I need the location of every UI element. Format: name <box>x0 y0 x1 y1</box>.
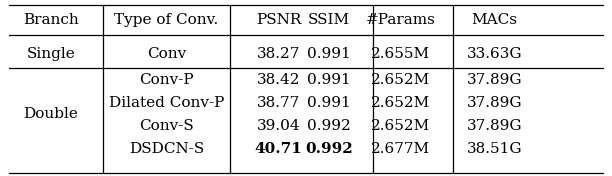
Text: 39.04: 39.04 <box>256 119 300 133</box>
Text: 0.991: 0.991 <box>307 47 351 61</box>
Text: 33.63G: 33.63G <box>467 47 522 61</box>
Text: 2.652M: 2.652M <box>371 119 430 133</box>
Text: 38.27: 38.27 <box>257 47 300 61</box>
Text: Single: Single <box>26 47 75 61</box>
Text: 40.71: 40.71 <box>255 142 302 156</box>
Text: 37.89G: 37.89G <box>467 119 522 133</box>
Text: 38.51G: 38.51G <box>467 142 522 156</box>
Text: 2.677M: 2.677M <box>371 142 430 156</box>
Text: Branch: Branch <box>23 13 79 27</box>
Text: 38.77: 38.77 <box>257 96 300 110</box>
Text: 37.89G: 37.89G <box>467 73 522 87</box>
Text: Conv-P: Conv-P <box>139 73 194 87</box>
Text: 38.42: 38.42 <box>256 73 300 87</box>
Text: #Params: #Params <box>366 13 436 27</box>
Text: 0.991: 0.991 <box>307 73 351 87</box>
Text: SSIM: SSIM <box>308 13 350 27</box>
Text: 0.992: 0.992 <box>305 142 353 156</box>
Text: 0.991: 0.991 <box>307 96 351 110</box>
Text: 0.992: 0.992 <box>307 119 351 133</box>
Text: Double: Double <box>23 106 78 121</box>
Text: DSDCN-S: DSDCN-S <box>129 142 204 156</box>
Text: PSNR: PSNR <box>256 13 301 27</box>
Text: 2.652M: 2.652M <box>371 96 430 110</box>
Text: Conv: Conv <box>147 47 186 61</box>
Text: 2.655M: 2.655M <box>371 47 430 61</box>
Text: MACs: MACs <box>471 13 518 27</box>
Text: 2.652M: 2.652M <box>371 73 430 87</box>
Text: Type of Conv.: Type of Conv. <box>114 13 218 27</box>
Text: Conv-S: Conv-S <box>139 119 194 133</box>
Text: Dilated Conv-P: Dilated Conv-P <box>109 96 224 110</box>
Text: 37.89G: 37.89G <box>467 96 522 110</box>
